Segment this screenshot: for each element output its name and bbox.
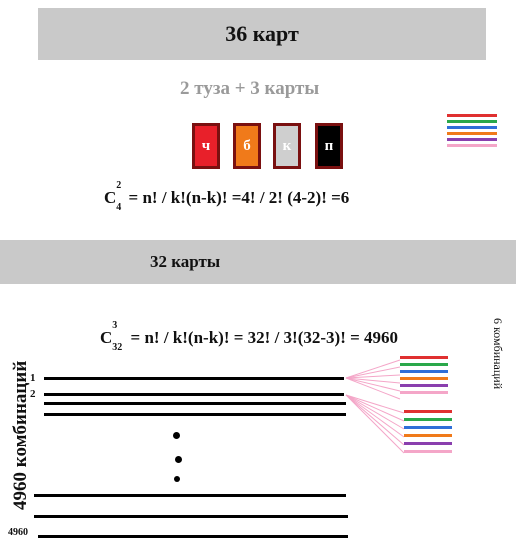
combination-line-2 [44, 393, 344, 396]
formula2-sub: 32 [112, 342, 123, 353]
stripe-5 [400, 384, 448, 387]
header-bar-36-cards: 36 карт [38, 8, 486, 60]
row-number-1: 1 [30, 372, 36, 384]
combination-line-3 [44, 402, 346, 405]
header-bar-32-cards: 32 карты [0, 240, 516, 284]
stripe-6 [400, 391, 448, 394]
formula-combinations-aces: C 2 4 = n! / k!(n-k)! =4! / 2! (4-2)! =6 [104, 180, 350, 213]
stripe-5 [447, 138, 497, 141]
row-number-2: 2 [30, 388, 36, 400]
formula2-sup: 3 [112, 320, 118, 331]
combination-line-5 [34, 494, 346, 497]
combination-stripes-top [447, 114, 497, 150]
mid-bar-title: 32 карты [150, 252, 221, 271]
suit-spades-box: п [315, 123, 343, 169]
stripe-2 [400, 363, 448, 366]
ellipsis-dot-1 [173, 432, 180, 439]
stripe-1 [447, 114, 497, 117]
subtitle: 2 туза + 3 карты [180, 78, 320, 99]
combination-stripes-group-1 [400, 356, 448, 398]
combination-line-4 [44, 413, 346, 416]
stripe-1 [400, 356, 448, 359]
stripe-5 [404, 442, 452, 445]
stripe-6 [404, 450, 452, 453]
formula2-c: C [100, 328, 113, 347]
formula1-sup: 2 [116, 180, 122, 191]
suit-hearts-label: ч [201, 138, 211, 154]
left-vertical-label: 4960 комбинаций [10, 360, 31, 510]
formula-combinations-cards: C 3 32 = n! / k!(n-k)! = 32! / 3!(32-3)!… [100, 320, 399, 353]
suit-clubs-box: к [273, 123, 301, 169]
stripe-3 [404, 426, 452, 429]
combination-line-6 [34, 515, 348, 518]
header-title: 36 карт [225, 21, 299, 46]
suit-clubs-label: к [282, 138, 292, 154]
suit-diamonds-box: б [233, 123, 261, 169]
stripe-4 [404, 434, 452, 437]
stripe-6 [447, 144, 497, 147]
formula2-rest: = n! / k!(n-k)! = 32! / 3!(32-3)! = 4960 [130, 328, 399, 347]
combination-stripes-group-2 [404, 410, 452, 458]
stripe-4 [447, 132, 497, 135]
stripe-3 [400, 370, 448, 373]
combination-line-1 [44, 377, 344, 380]
right-vertical-label: 6 комбинаций [491, 318, 505, 390]
formula1-c: C [104, 188, 117, 207]
stripe-4 [400, 377, 448, 380]
suit-diamonds-label: б [243, 138, 251, 154]
ellipsis-dot-3 [174, 476, 180, 482]
suit-spades-label: п [324, 138, 334, 154]
combination-line-last [38, 535, 348, 538]
row-number-last: 4960 [8, 527, 28, 538]
stripe-1 [404, 410, 452, 413]
suit-hearts-box: ч [192, 123, 220, 169]
formula1-sub: 4 [116, 202, 122, 213]
stripe-3 [447, 126, 497, 129]
stripe-2 [404, 418, 452, 421]
ellipsis-dot-2 [175, 456, 182, 463]
formula1-rest: = n! / k!(n-k)! =4! / 2! (4-2)! =6 [128, 188, 350, 207]
fan-connector-lines [345, 359, 405, 454]
stripe-2 [447, 120, 497, 123]
